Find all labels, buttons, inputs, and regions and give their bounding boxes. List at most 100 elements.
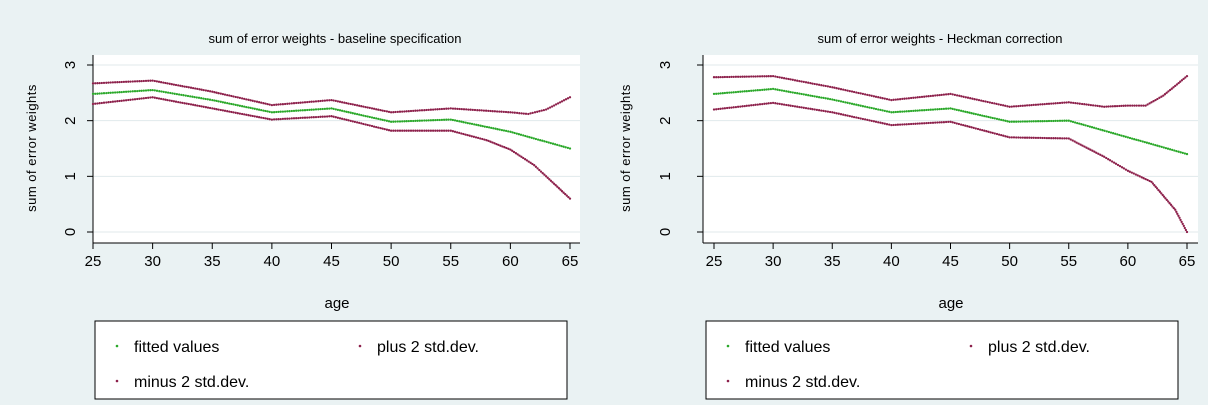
- data-point: [1143, 140, 1146, 144]
- data-point: [364, 105, 367, 109]
- data-point: [456, 107, 459, 111]
- data-point: [332, 115, 335, 118]
- legend-marker: [969, 344, 973, 348]
- data-point: [1158, 145, 1161, 148]
- data-point: [866, 93, 869, 97]
- x-tick-label: 50: [383, 253, 400, 270]
- data-point: [396, 120, 399, 123]
- data-point: [362, 114, 365, 117]
- data-point: [1124, 104, 1127, 107]
- data-point: [414, 109, 417, 112]
- data-point: [340, 109, 344, 112]
- data-point: [715, 76, 718, 79]
- data-point: [247, 98, 250, 101]
- data-point: [416, 119, 419, 122]
- data-point: [429, 108, 433, 111]
- data-point: [308, 108, 311, 112]
- data-point: [1144, 177, 1147, 181]
- data-point: [281, 110, 285, 113]
- data-point: [105, 101, 108, 104]
- data-point: [1086, 124, 1089, 128]
- legend-label: fitted values: [745, 339, 830, 356]
- data-point: [1047, 136, 1051, 140]
- x-tick-label: 55: [1060, 253, 1077, 270]
- data-point: [328, 99, 331, 102]
- data-point: [1101, 129, 1104, 132]
- data-point: [732, 106, 735, 109]
- data-point: [447, 129, 450, 132]
- data-point: [109, 100, 112, 104]
- data-point: [925, 121, 928, 125]
- data-point: [881, 97, 884, 100]
- data-point: [938, 93, 941, 97]
- data-point: [1111, 105, 1114, 108]
- data-point: [1133, 104, 1136, 107]
- data-point: [951, 93, 954, 96]
- data-point: [122, 80, 126, 84]
- data-point: [223, 109, 227, 112]
- data-point: [462, 121, 465, 124]
- data-point: [314, 115, 318, 119]
- data-point: [431, 129, 435, 132]
- data-point: [959, 123, 963, 126]
- data-point: [496, 128, 499, 131]
- data-point: [375, 108, 378, 111]
- data-point: [929, 121, 932, 125]
- data-point: [360, 122, 363, 125]
- data-point: [111, 100, 115, 103]
- data-point: [332, 107, 335, 111]
- data-point: [1036, 120, 1040, 123]
- data-point: [552, 104, 556, 107]
- data-point: [734, 90, 738, 94]
- data-point: [1085, 103, 1088, 106]
- x-tick-label: 60: [502, 253, 519, 270]
- data-point: [196, 87, 199, 91]
- data-point: [1108, 159, 1112, 162]
- data-point: [949, 92, 952, 96]
- data-point: [487, 126, 491, 129]
- data-point: [200, 88, 203, 91]
- data-point: [194, 87, 197, 90]
- data-point: [527, 112, 530, 116]
- data-point: [1032, 136, 1035, 139]
- data-point: [407, 110, 410, 113]
- data-point: [811, 82, 814, 85]
- data-point: [541, 172, 544, 175]
- data-point: [208, 98, 212, 101]
- data-point: [741, 75, 744, 78]
- data-point: [292, 109, 296, 113]
- data-point: [981, 128, 984, 132]
- y-axis-label: sum of error weights: [24, 84, 39, 212]
- data-point: [1054, 119, 1057, 123]
- data-point: [556, 143, 559, 147]
- data-point: [517, 133, 521, 136]
- data-point: [1065, 119, 1068, 122]
- data-point: [896, 98, 900, 101]
- data-point: [1185, 74, 1189, 78]
- data-point: [1177, 81, 1180, 85]
- data-point: [155, 96, 159, 100]
- data-point: [977, 98, 981, 102]
- data-point: [420, 109, 424, 112]
- data-point: [892, 123, 895, 127]
- data-point: [745, 90, 748, 93]
- data-point: [288, 102, 291, 105]
- data-point: [260, 101, 263, 104]
- data-point: [189, 103, 193, 106]
- data-point: [1034, 103, 1038, 106]
- data-point: [877, 96, 880, 99]
- data-point: [1045, 136, 1049, 140]
- data-point: [336, 108, 340, 112]
- data-point: [447, 107, 450, 110]
- data-point: [489, 140, 492, 143]
- data-point: [839, 113, 843, 116]
- data-point: [481, 124, 484, 128]
- data-point: [170, 83, 173, 86]
- data-point: [208, 90, 212, 93]
- data-point: [807, 107, 810, 110]
- data-point: [142, 97, 145, 100]
- data-point: [174, 100, 178, 103]
- data-point: [221, 92, 225, 96]
- data-point: [1032, 103, 1035, 107]
- data-point: [485, 139, 488, 142]
